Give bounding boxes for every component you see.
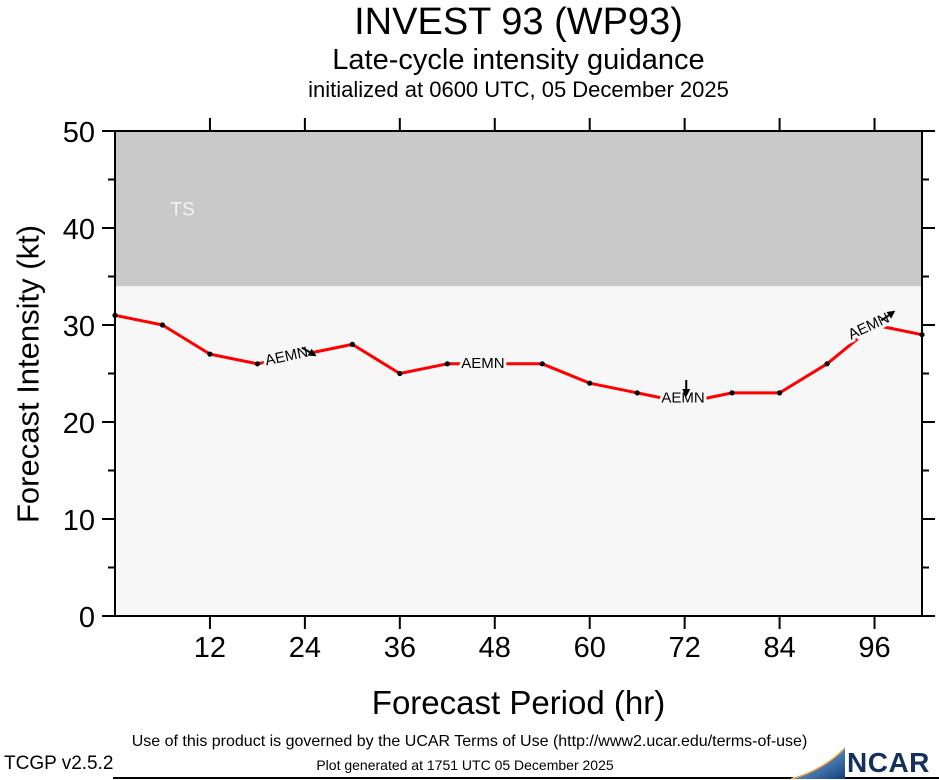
model-label: AEMN	[661, 390, 704, 407]
page-subtitle: Late-cycle intensity guidance	[332, 44, 705, 76]
model-label-arrow	[682, 389, 691, 398]
model-label-arrow	[307, 348, 317, 357]
y-axis-title: Forecast Intensity (kt)	[10, 224, 46, 524]
title-block: INVEST 93 (WP93) Late-cycle intensity gu…	[115, 0, 922, 103]
x-tick-label: 12	[194, 632, 226, 664]
y-tick-label: 20	[63, 408, 95, 440]
data-point	[349, 341, 355, 347]
x-tick-label: 36	[384, 632, 416, 664]
data-point	[159, 322, 166, 328]
data-point	[682, 400, 688, 406]
x-tick-label: 24	[289, 632, 321, 664]
axis-frame	[114, 130, 923, 617]
y-tick-label: 10	[63, 505, 95, 537]
data-point	[302, 351, 308, 357]
ts-band	[115, 131, 922, 287]
x-tick-label: 48	[479, 632, 511, 664]
data-point	[871, 322, 878, 328]
data-point	[207, 351, 213, 357]
data-point	[539, 361, 545, 367]
data-point	[587, 380, 593, 386]
data-point	[444, 361, 450, 367]
data-point	[634, 390, 640, 396]
x-tick-label: 60	[574, 632, 606, 664]
model-label-arrow	[886, 310, 896, 319]
model-label: AEMN	[461, 355, 504, 372]
tcgp-version-label: TCGP v2.5.2	[4, 753, 114, 774]
x-axis-title: Forecast Period (hr)	[371, 684, 666, 721]
y-tick-label: 40	[63, 214, 95, 246]
init-time-line: initialized at 0600 UTC, 05 December 202…	[308, 77, 729, 102]
ncar-swoosh-icon	[791, 747, 845, 779]
y-tick-label: 0	[79, 602, 95, 634]
model-label-arrow-stem	[301, 346, 311, 354]
bottom-divider	[113, 777, 939, 779]
terms-of-use-text: Use of this product is governed by the U…	[131, 733, 808, 750]
intensity-chart: TS 12 24 36 48 60 72 84 96 0 10 20 30 40 50 AEMN AEMN AEM…	[63, 117, 935, 664]
x-tick-label: 72	[669, 632, 701, 664]
x-tick-label: 84	[763, 632, 795, 664]
ncar-logo: NCAR	[791, 746, 939, 780]
data-point	[824, 361, 830, 367]
y-tick-label: 50	[63, 117, 95, 149]
ncar-wordmark: NCAR	[847, 747, 930, 778]
plot-generated-text: Plot generated at 1751 UTC 05 December 2…	[316, 757, 614, 773]
aemn-line	[114, 313, 923, 405]
data-point	[254, 361, 261, 367]
page-title: INVEST 93 (WP93)	[354, 1, 683, 43]
data-point	[492, 361, 498, 367]
y-tick-label: 30	[63, 311, 95, 343]
data-point	[776, 390, 783, 396]
ts-band-label: TS	[170, 200, 194, 221]
data-point	[397, 370, 403, 377]
x-tick-label: 96	[858, 632, 890, 664]
model-label-arrow-stem	[880, 314, 890, 322]
data-point	[729, 390, 735, 396]
